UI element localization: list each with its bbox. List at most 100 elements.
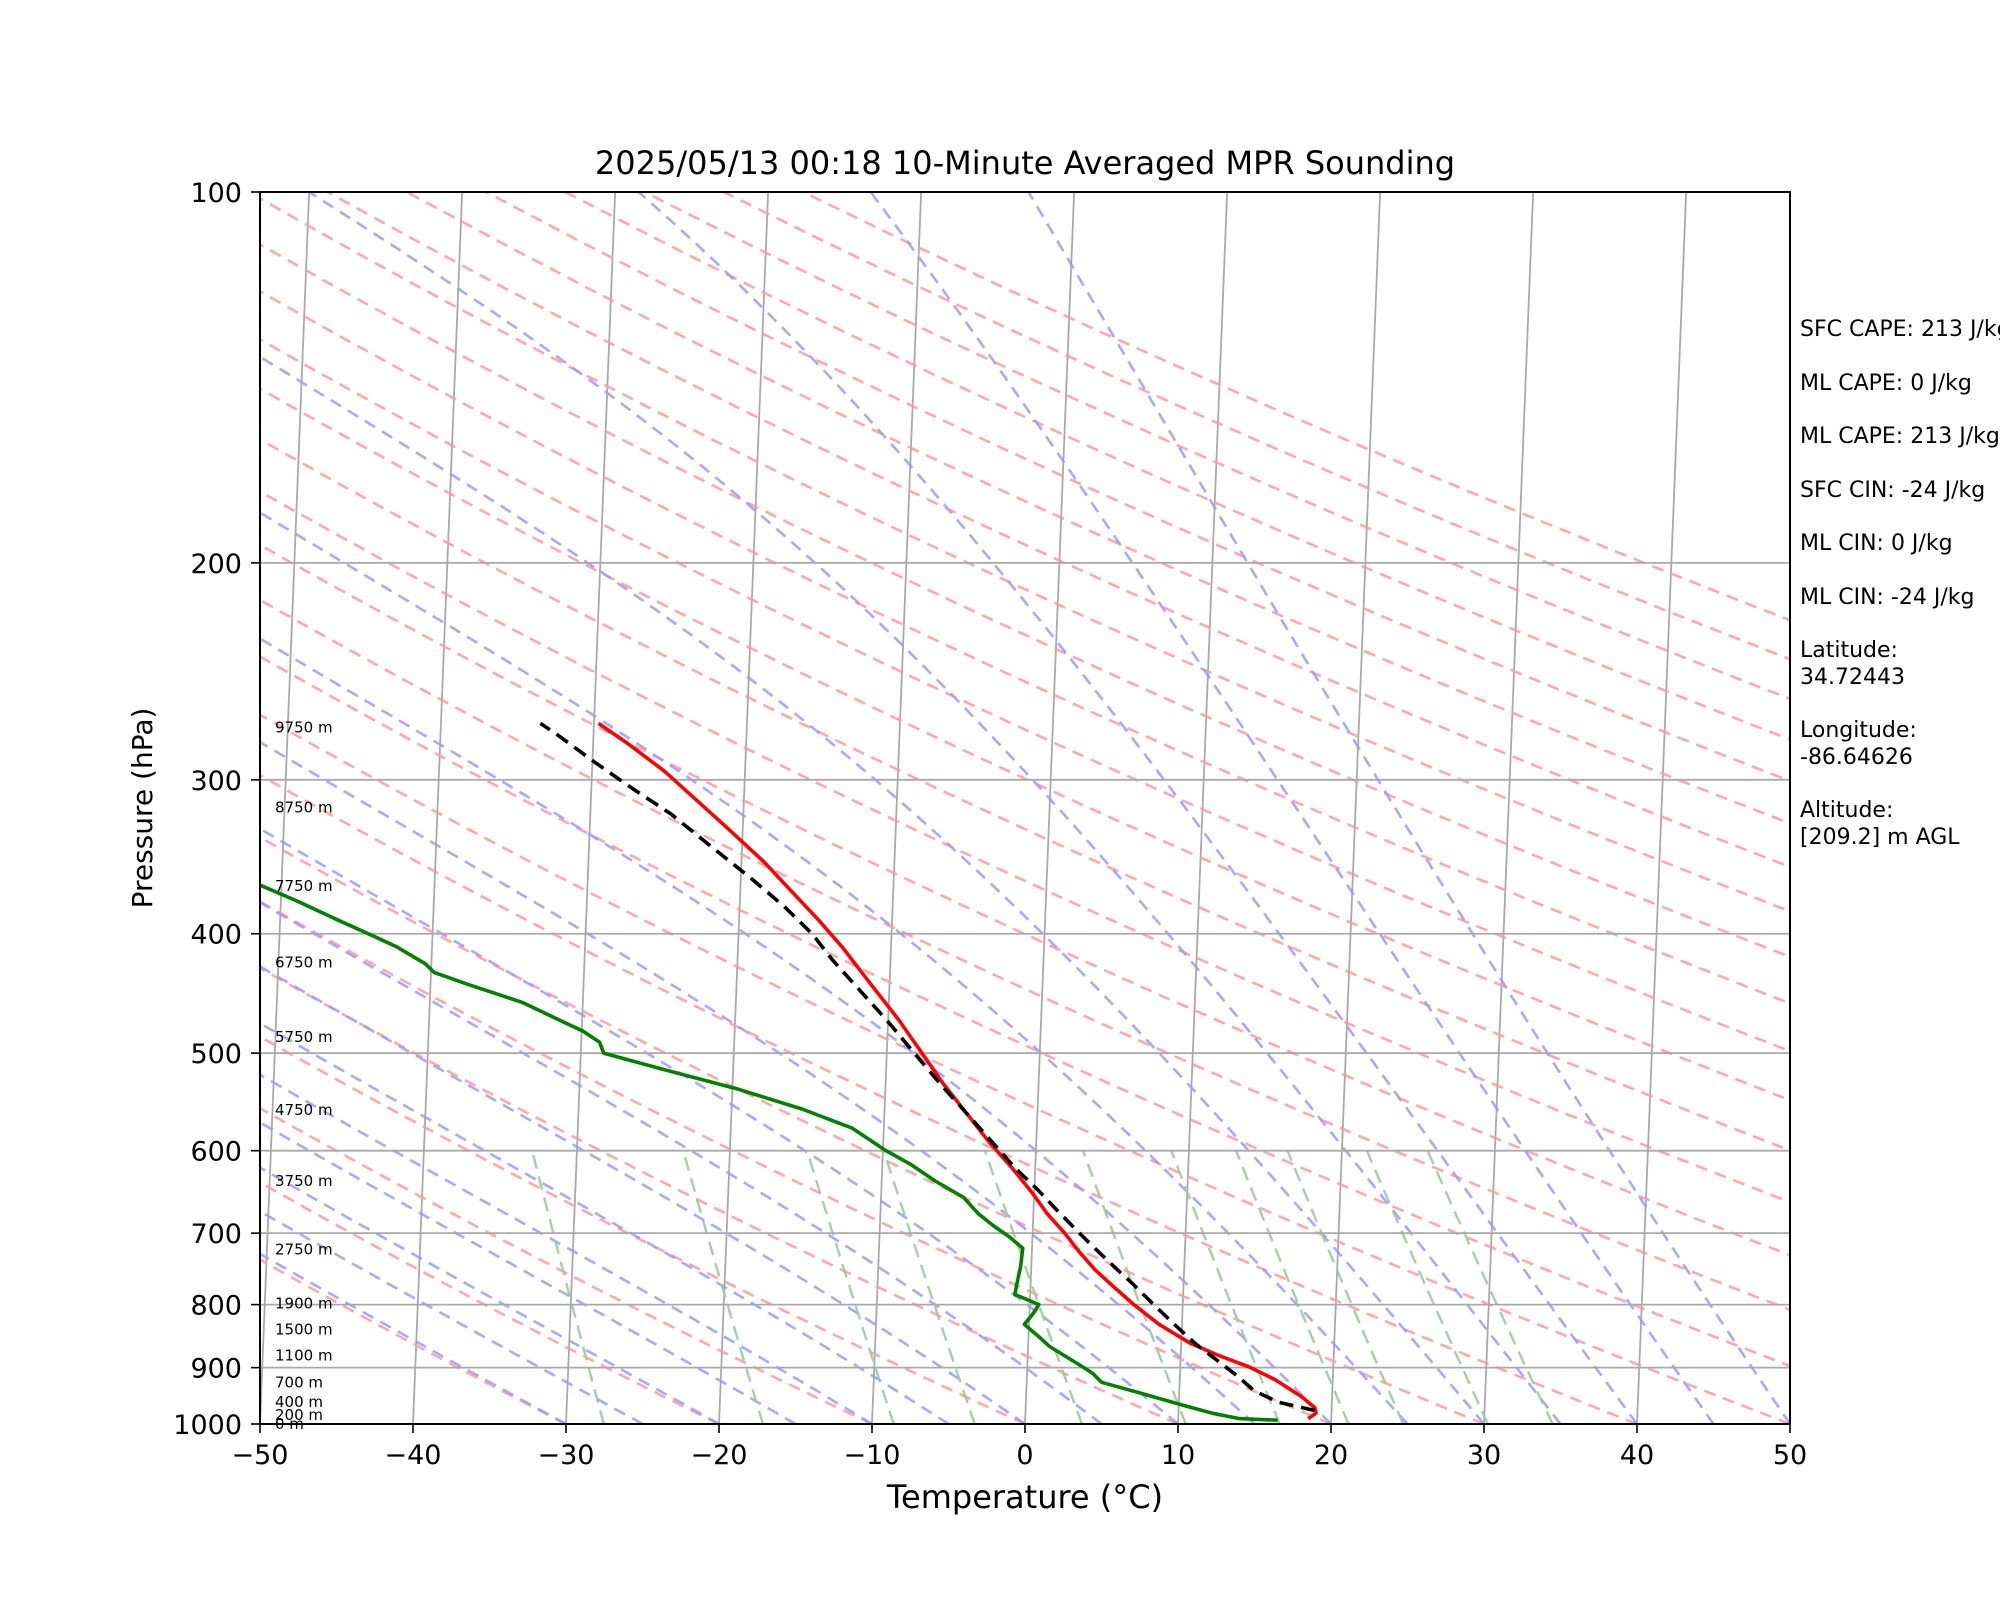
x-tick-label: 0 bbox=[1016, 1440, 1033, 1471]
info-line: ML CAPE: 0 J/kg bbox=[1800, 370, 1972, 396]
dry-adiabat-line bbox=[485, 192, 1790, 783]
isotherm-line bbox=[565, 192, 617, 1424]
isotherm-line bbox=[0, 192, 3, 1424]
mixing-ratio-line bbox=[805, 1150, 895, 1424]
x-tick-label: 30 bbox=[1467, 1440, 1501, 1471]
x-axis-ticks: −50 −40 −30 −20 −10 0 10 20 30 40 50 bbox=[232, 1424, 1807, 1471]
isotherm-line bbox=[1330, 192, 1382, 1424]
x-tick-label: 20 bbox=[1314, 1440, 1348, 1471]
dry-adiabat-line bbox=[260, 966, 1179, 1424]
y-tick-label: 100 bbox=[190, 178, 242, 209]
dry-adiabat-line bbox=[260, 1180, 720, 1424]
dry-adiabat-line bbox=[260, 835, 1485, 1424]
dry-adiabat-line bbox=[260, 387, 1790, 1102]
info-line: ML CAPE: 213 J/kg bbox=[1800, 424, 2000, 449]
dewpoint-line bbox=[260, 883, 1278, 1422]
mixing-ratio-line bbox=[1286, 1150, 1405, 1424]
moist-adiabat-line bbox=[260, 1073, 873, 1424]
isotherm-line bbox=[718, 192, 770, 1424]
info-line: Altitude: [209.2] m AGL bbox=[1800, 798, 1960, 850]
height-label: 7750 m bbox=[275, 877, 333, 895]
height-label: 400 m bbox=[275, 1393, 323, 1411]
moist-adiabat-line bbox=[260, 1166, 720, 1424]
y-axis-ticks: 100 200 300 400 500 600 700 800 900 1000 bbox=[173, 178, 260, 1441]
dry-adiabat-line bbox=[260, 543, 1790, 1257]
x-tick-label: 40 bbox=[1620, 1440, 1654, 1471]
height-label: 200 m bbox=[275, 1406, 323, 1424]
moist-adiabat-line bbox=[260, 637, 1332, 1424]
y-tick-label: 1000 bbox=[173, 1410, 242, 1441]
height-label: 1100 m bbox=[275, 1347, 333, 1365]
moist-adiabat-line bbox=[260, 900, 1103, 1424]
dry-adiabat-line bbox=[406, 192, 1790, 825]
info-line: Longitude: -86.64626 bbox=[1800, 718, 1917, 770]
x-tick-label: −50 bbox=[232, 1440, 289, 1471]
isotherm-line bbox=[1483, 192, 1535, 1424]
info-line: ML CIN: 0 J/kg bbox=[1800, 531, 1953, 556]
moist-adiabat-line bbox=[260, 355, 1486, 1424]
dry-adiabat-line bbox=[260, 437, 1790, 1152]
dry-adiabat-line bbox=[260, 773, 1638, 1424]
isotherm-line bbox=[260, 192, 311, 1424]
pressure-gridlines bbox=[260, 191, 1790, 1425]
isotherm-line bbox=[412, 192, 464, 1424]
height-label: 6750 m bbox=[275, 953, 333, 971]
dry-adiabat-line bbox=[260, 1258, 567, 1424]
info-line: ML CIN: -24 J/kg bbox=[1800, 584, 1975, 610]
dry-adiabat-line bbox=[564, 192, 1790, 741]
x-axis-label: Temperature (°C) bbox=[886, 1478, 1163, 1516]
sounding-series bbox=[260, 721, 1318, 1422]
moist-adiabat-line bbox=[260, 511, 1409, 1424]
parcel-path-line bbox=[539, 721, 1316, 1413]
dry-adiabat-line bbox=[260, 197, 1790, 913]
isotherm-line bbox=[871, 192, 923, 1424]
dry-adiabat-line bbox=[260, 242, 1790, 959]
height-label: 8750 m bbox=[275, 799, 333, 817]
y-tick-label: 400 bbox=[190, 920, 242, 951]
isotherm-line bbox=[1024, 192, 1076, 1424]
mixing-ratio-line bbox=[1170, 1150, 1281, 1424]
dry-adiabat-line bbox=[260, 598, 1790, 1312]
height-label: 3750 m bbox=[275, 1172, 333, 1190]
x-tick-label: 50 bbox=[1773, 1440, 1807, 1471]
height-label: 2750 m bbox=[275, 1241, 333, 1259]
temperature-line bbox=[597, 721, 1318, 1421]
mixing-ratio-line bbox=[882, 1150, 976, 1424]
info-line: SFC CIN: -24 J/kg bbox=[1800, 477, 1986, 503]
dry-adiabat-line bbox=[644, 192, 1790, 701]
y-tick-label: 300 bbox=[190, 766, 242, 797]
moist-adiabat-line bbox=[260, 1252, 567, 1424]
mixing-ratio-line bbox=[983, 1150, 1084, 1424]
dry-adiabat-line bbox=[326, 192, 1790, 869]
moist-adiabat-line bbox=[260, 1209, 644, 1424]
mixing-ratio-line bbox=[1081, 1150, 1187, 1424]
x-tick-label: −20 bbox=[691, 1440, 748, 1471]
y-axis-label: Pressure (hPa) bbox=[126, 708, 159, 909]
dry-adiabat-line bbox=[260, 1035, 1026, 1424]
height-label: 5750 m bbox=[275, 1028, 333, 1046]
height-label: 700 m bbox=[275, 1373, 323, 1391]
dry-adiabat-line bbox=[260, 713, 1790, 1424]
y-tick-label: 800 bbox=[190, 1291, 242, 1322]
moist-adiabat-line bbox=[1027, 192, 1790, 1424]
height-label: 1500 m bbox=[275, 1320, 333, 1338]
reference-lines bbox=[0, 192, 1790, 1424]
y-tick-label: 900 bbox=[190, 1354, 242, 1385]
height-label: 9750 m bbox=[275, 718, 333, 736]
moist-adiabat-line bbox=[869, 192, 1715, 1424]
y-tick-label: 700 bbox=[190, 1219, 242, 1250]
x-tick-label: −40 bbox=[385, 1440, 442, 1471]
height-label: 1900 m bbox=[275, 1294, 333, 1312]
plot-frame bbox=[259, 191, 1791, 1425]
moist-adiabat-line bbox=[637, 192, 1639, 1424]
dry-adiabat-line bbox=[260, 289, 1790, 1005]
y-tick-label: 500 bbox=[190, 1039, 242, 1070]
moist-adiabat-line bbox=[260, 827, 1179, 1424]
moist-adiabat-line bbox=[308, 192, 1562, 1424]
isotherm-line bbox=[1636, 192, 1688, 1424]
dry-adiabat-line bbox=[260, 900, 1332, 1424]
x-tick-label: −30 bbox=[538, 1440, 595, 1471]
x-tick-label: 10 bbox=[1161, 1440, 1195, 1471]
